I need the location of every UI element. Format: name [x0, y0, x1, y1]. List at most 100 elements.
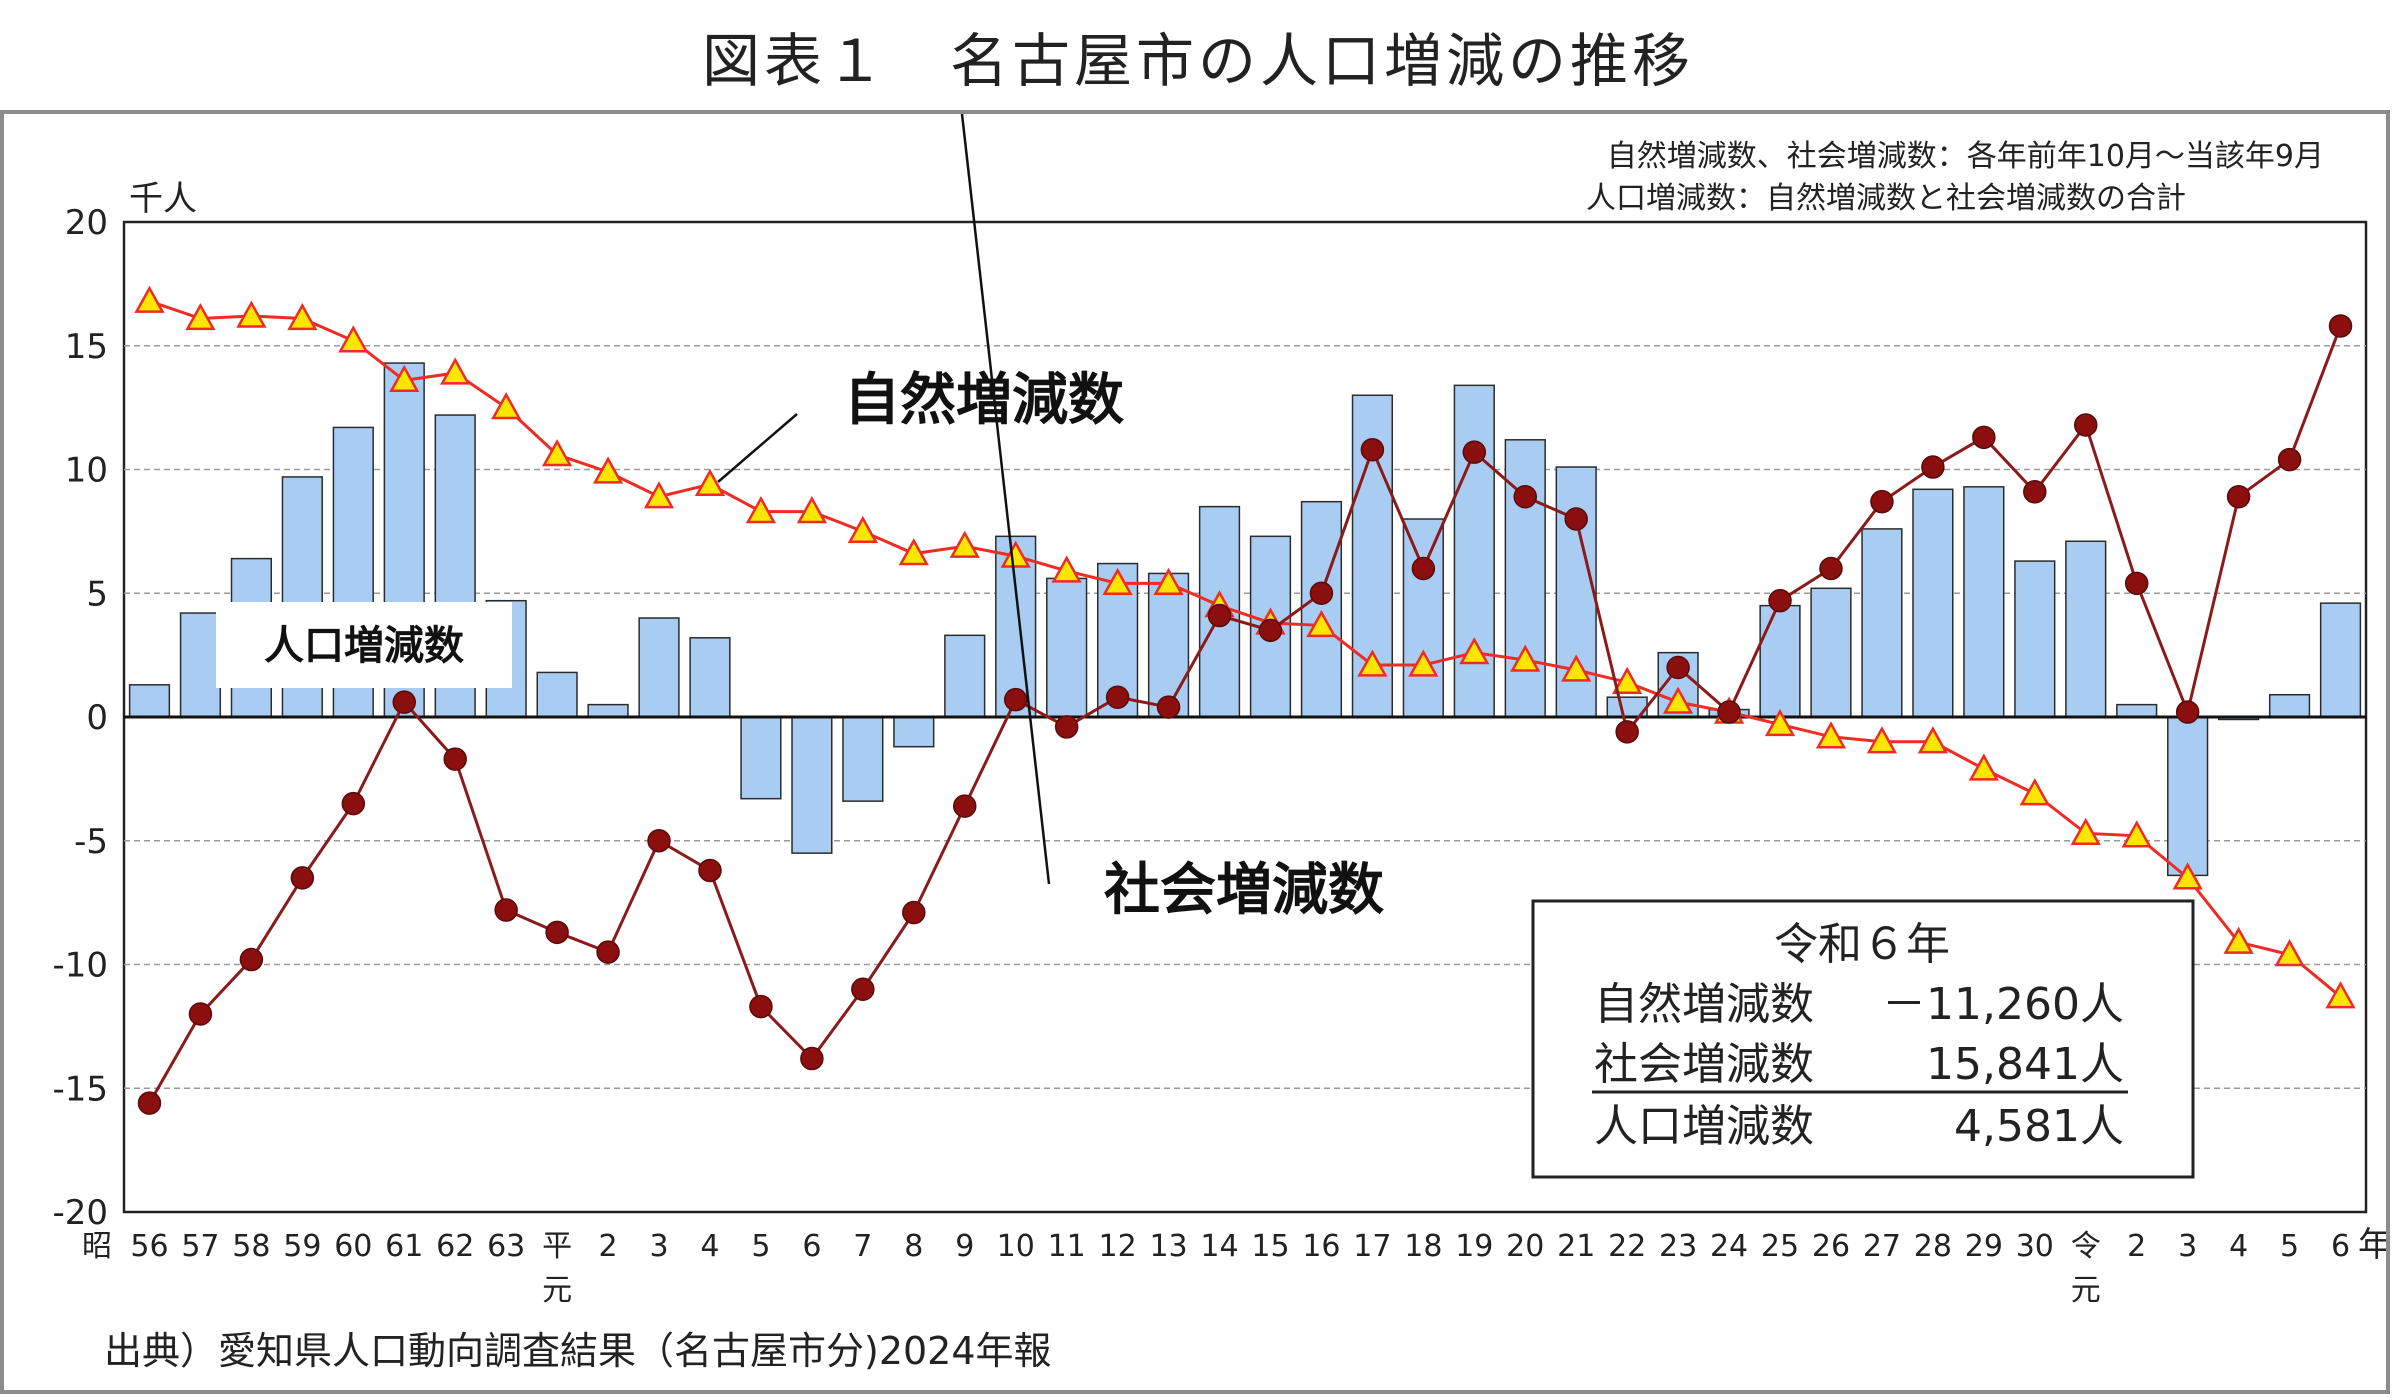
natural-change-point	[1051, 555, 1082, 583]
summary-box-frame	[1531, 899, 2195, 1179]
population-bar	[2065, 540, 2107, 718]
population-bar	[2268, 693, 2311, 718]
x-tick-label: 22	[1608, 1229, 1646, 1264]
population-bar	[587, 703, 629, 718]
source-note: 出典）愛知県人口動向調査結果（名古屋市分)2024年報	[104, 1329, 1052, 1373]
population-bar	[638, 617, 680, 718]
population-bar	[1912, 488, 1954, 718]
social-change-point	[1768, 588, 1792, 613]
x-tick-label: 16	[1302, 1229, 1340, 1264]
population-bar	[893, 716, 935, 748]
x-tick-label: 11	[1048, 1229, 1086, 1264]
natural-change-point	[2121, 820, 2152, 848]
x-tick-label: 24	[1710, 1229, 1748, 1264]
summary-social-value: 15,841人	[1926, 1039, 2124, 1090]
natural-change-point	[1102, 567, 1133, 595]
natural-change-point	[1866, 726, 1898, 754]
y-unit-label: 千人	[129, 179, 197, 219]
natural-change-point	[1815, 721, 1847, 749]
social-change-point	[647, 829, 671, 853]
natural-change-point	[1968, 753, 1999, 781]
summary-box: 令和６年 自然増減数 －11,260人 社会増減数 15,841人 人口増減数 …	[1531, 899, 2195, 1179]
social-change-point	[2328, 314, 2353, 338]
natural-change-point	[898, 538, 929, 566]
x-tick-sublabel: 元	[542, 1273, 572, 1308]
population-bar	[179, 612, 222, 718]
natural-change-point	[1764, 708, 1796, 737]
social-change-point	[800, 1046, 824, 1071]
population-bar	[2319, 602, 2362, 718]
y-tick-label: -5	[74, 822, 108, 862]
x-tick-label: 8	[904, 1229, 923, 1264]
page-title: 図表１ 名古屋市の人口増減の推移	[701, 27, 1694, 95]
social-change-point	[1972, 425, 1996, 450]
natural-change-point	[1662, 686, 1694, 714]
y-tick-label: 0	[86, 698, 108, 738]
natural-label: 自然増減数	[844, 368, 1124, 433]
population-bar	[689, 637, 731, 718]
x-tick-label: 26	[1812, 1229, 1850, 1264]
natural-change-point	[949, 530, 980, 558]
x-tick-label: 3	[649, 1229, 668, 1264]
natural-change-point	[389, 364, 420, 393]
x-tick-label: 12	[1099, 1229, 1137, 1264]
summary-natural-value: －11,260人	[1882, 979, 2124, 1030]
social-change-point	[1513, 484, 1537, 509]
x-tick-label: 7	[853, 1229, 872, 1264]
x-tick-label: 3	[2178, 1229, 2197, 1264]
population-bar	[842, 716, 884, 802]
chart-frame: 20 15 10 5 0 -5 -10 -15 -20 56 57 58 59 60 61 62 63 平元 2 3 4…	[0, 110, 2390, 1394]
x-tick-label: 28	[1914, 1229, 1952, 1264]
y-tick-label: 20	[65, 203, 108, 243]
population-bar	[1402, 518, 1444, 718]
social-change-point	[392, 690, 416, 714]
x-tick-label: 57	[181, 1229, 219, 1264]
x-tick-label: 19	[1455, 1229, 1493, 1264]
x-tick-label: 63	[487, 1229, 525, 1264]
natural-change-point	[1357, 649, 1388, 677]
population-bar	[740, 716, 782, 800]
social-change-point	[1717, 700, 1741, 724]
natural-change-point	[592, 456, 624, 484]
y-tick-label: -15	[52, 1069, 108, 1109]
population-bar	[536, 671, 578, 718]
social-change-point	[902, 900, 926, 925]
x-tick-label: 令	[2071, 1229, 2101, 1264]
x-tick-label: 13	[1149, 1229, 1187, 1264]
x-tick-label: 20	[1506, 1229, 1544, 1264]
natural-change-point	[1510, 644, 1541, 672]
natural-change-point	[2223, 926, 2254, 954]
social-change-point	[1615, 720, 1639, 744]
social-change-point	[443, 747, 467, 771]
social-label: 社会増減数	[1104, 858, 1384, 923]
social-change-point	[1207, 603, 1232, 628]
natural-change-point	[185, 302, 216, 331]
social-change-point	[2023, 480, 2047, 504]
natural-change-point	[2172, 862, 2203, 890]
natural-change-point	[1561, 654, 1592, 682]
natural-change-point	[491, 392, 522, 420]
social-change-point	[1258, 618, 1283, 643]
social-change-point	[2074, 413, 2098, 437]
x-tick-label: 15	[1251, 1229, 1289, 1264]
social-change-point	[1870, 489, 1894, 514]
x-tick-label: 9	[955, 1229, 974, 1264]
social-change-point	[1411, 556, 1436, 581]
x-tick-label: 30	[2016, 1229, 2054, 1264]
social-change-point	[1003, 687, 1028, 712]
x-tick-label: 25	[1761, 1229, 1799, 1264]
population-bar	[791, 716, 833, 854]
x-tick-label: 5	[751, 1229, 770, 1264]
population-bar	[128, 684, 171, 718]
y-tick-label: -10	[52, 946, 108, 986]
natural-change-point	[440, 357, 471, 385]
social-change-point	[545, 920, 569, 945]
x-tick-label: 4	[700, 1229, 719, 1264]
natural-change-point	[796, 496, 828, 524]
social-change-point	[2277, 447, 2302, 472]
population-bar	[2116, 703, 2158, 718]
natural-change-point	[694, 468, 726, 496]
social-change-point	[1666, 655, 1690, 680]
